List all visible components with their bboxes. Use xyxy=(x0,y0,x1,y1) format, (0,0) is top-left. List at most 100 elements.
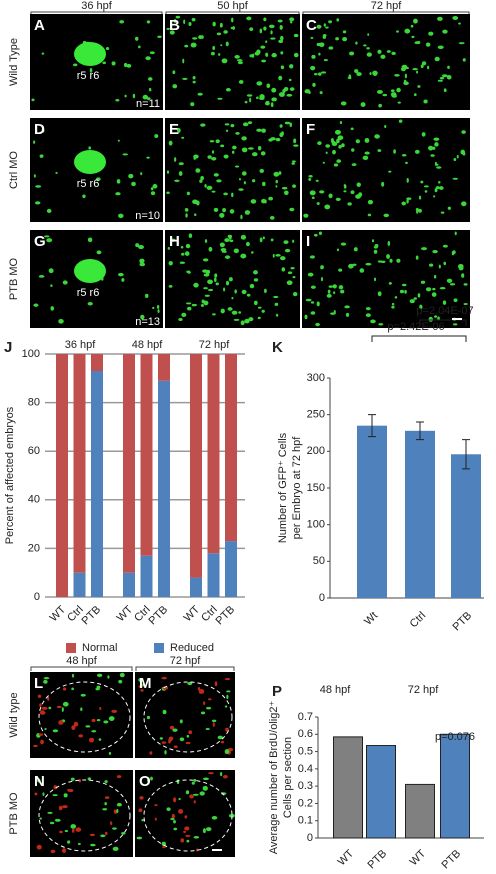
cell xyxy=(186,734,190,738)
cell xyxy=(184,208,189,212)
cell xyxy=(116,179,121,184)
legend-label: Normal xyxy=(82,642,117,654)
cell xyxy=(439,76,445,80)
cell xyxy=(228,235,232,240)
cell xyxy=(292,291,298,297)
cell xyxy=(390,89,395,93)
cell xyxy=(377,291,382,297)
cell xyxy=(405,161,408,165)
cell xyxy=(359,268,365,273)
cell xyxy=(417,208,422,213)
cell xyxy=(205,827,212,832)
cell xyxy=(80,707,83,712)
cell xyxy=(427,65,430,70)
bar-segment xyxy=(158,380,170,597)
cell xyxy=(186,270,191,273)
column-bracket xyxy=(30,666,133,671)
cell xyxy=(73,721,79,727)
cell xyxy=(186,191,191,196)
cell xyxy=(366,47,370,50)
panel-letter: J xyxy=(4,339,12,356)
significance-bracket xyxy=(419,319,467,326)
cell xyxy=(224,238,230,243)
cell xyxy=(409,299,415,304)
cell xyxy=(193,154,199,159)
cell xyxy=(191,781,195,785)
cell xyxy=(264,199,267,204)
cell xyxy=(211,150,215,154)
cell xyxy=(64,829,69,832)
cell xyxy=(215,282,219,286)
cell xyxy=(220,740,225,744)
cell xyxy=(47,696,50,701)
panel-letter: F xyxy=(306,121,315,138)
y-tick-label: 200 xyxy=(307,445,325,457)
cell xyxy=(278,39,284,44)
cell xyxy=(321,71,327,74)
cell xyxy=(251,251,254,254)
cell xyxy=(280,65,285,70)
cell xyxy=(119,20,125,24)
cell xyxy=(214,277,217,283)
cell xyxy=(108,716,115,721)
cell xyxy=(87,302,93,306)
cell xyxy=(391,51,396,55)
cell xyxy=(225,87,231,92)
cell xyxy=(220,44,223,47)
cell xyxy=(228,277,233,282)
panel-letter: I xyxy=(306,233,310,250)
cell xyxy=(257,316,261,320)
panel-letter: L xyxy=(34,675,43,692)
cell xyxy=(187,681,193,686)
cell xyxy=(338,145,342,149)
cell xyxy=(161,741,167,744)
cell xyxy=(293,52,299,58)
cell xyxy=(453,157,457,162)
cell xyxy=(280,51,284,55)
cell xyxy=(90,843,96,847)
cell xyxy=(278,75,283,81)
cell xyxy=(164,750,167,755)
cell xyxy=(149,751,153,755)
cell xyxy=(244,210,251,215)
cell xyxy=(103,720,109,724)
cell xyxy=(253,300,258,306)
cell xyxy=(212,21,216,27)
cell xyxy=(62,701,69,707)
cell xyxy=(201,299,205,304)
cell xyxy=(261,59,266,63)
cell xyxy=(166,807,171,812)
cell xyxy=(122,153,128,156)
cell xyxy=(108,751,112,755)
cell xyxy=(238,311,242,314)
cell xyxy=(179,719,183,724)
annotation: p=2.04E-07 xyxy=(416,305,473,317)
cell xyxy=(204,184,207,188)
cell xyxy=(98,738,102,741)
cell xyxy=(340,289,345,294)
cell xyxy=(78,734,84,738)
cell xyxy=(271,53,277,58)
cell xyxy=(46,208,52,214)
cell xyxy=(140,314,145,320)
cell xyxy=(62,687,67,691)
cell xyxy=(256,128,262,132)
cell xyxy=(192,76,196,80)
cell xyxy=(71,725,76,731)
cell xyxy=(194,213,197,217)
legend-swatch xyxy=(154,643,164,653)
cell xyxy=(256,96,259,100)
cell xyxy=(246,94,253,97)
cell xyxy=(58,805,63,811)
y-axis-label: per Embryo at 72 hpf xyxy=(291,436,303,540)
y-tick-label: 0.3 xyxy=(298,780,313,792)
cell xyxy=(119,672,125,678)
cell xyxy=(370,319,376,324)
cell xyxy=(316,24,322,29)
cell xyxy=(244,318,250,324)
cell xyxy=(289,207,295,212)
cell xyxy=(439,287,446,290)
cell xyxy=(43,679,48,684)
cell xyxy=(417,293,421,298)
cell xyxy=(374,134,380,139)
